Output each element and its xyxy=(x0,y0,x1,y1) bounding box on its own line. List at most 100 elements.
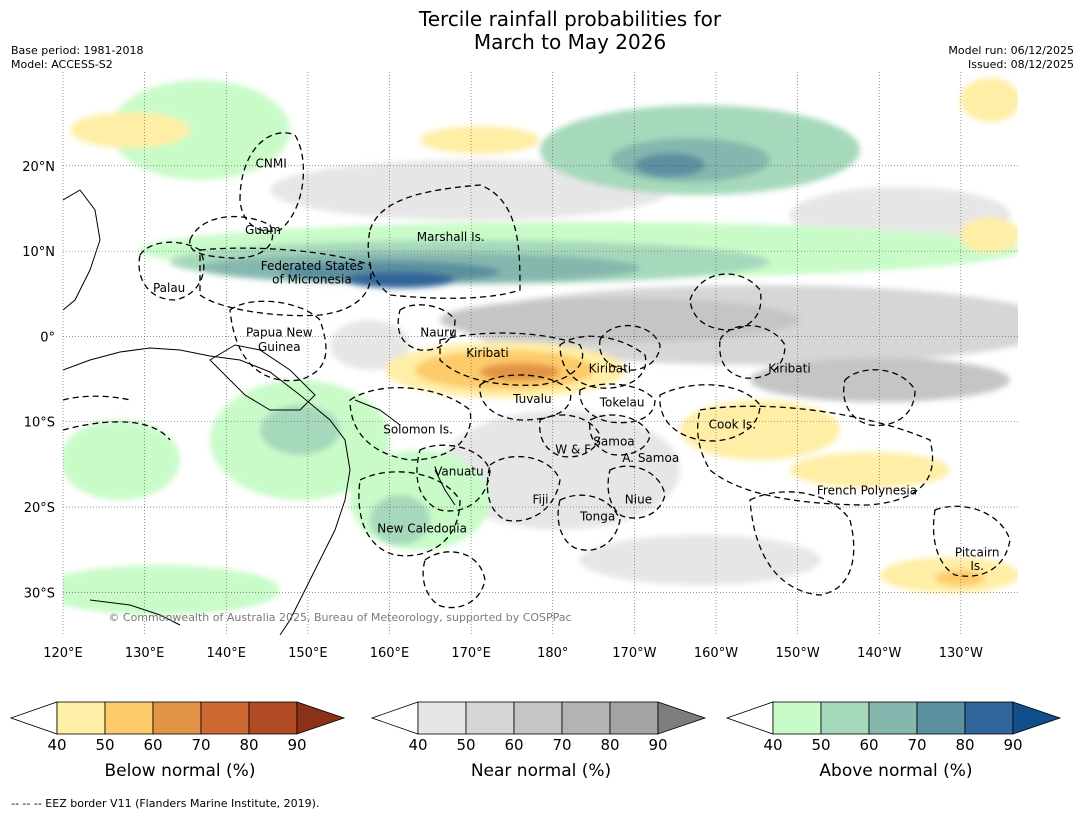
chart-title-line1: Tercile rainfall probabilities for xyxy=(418,7,722,31)
colorbar-above-normal: 40 50 60 70 80 90 xyxy=(725,700,1066,764)
map: 120°E 130°E 140°E 150°E 160°E 170°E 180° 170°W 1… xyxy=(22,72,1018,661)
lon-tick-label: 150°E xyxy=(288,646,328,661)
lat-tick-label: 20°S xyxy=(24,501,55,516)
colorbar-below-normal-svg: 40 50 60 70 80 90 xyxy=(9,701,346,754)
lon-tick-label: 170°W xyxy=(612,646,656,661)
base-period-text: Base period: 1981-2018 xyxy=(11,44,144,57)
lon-tick-label: 170°E xyxy=(451,646,491,661)
model-text: Model: ACCESS-S2 xyxy=(11,58,113,71)
region-label: of Micronesia xyxy=(272,273,352,287)
region-label: Palau xyxy=(153,281,185,295)
colorbar-tick-label: 50 xyxy=(456,736,475,754)
colorbar-over-triangle xyxy=(296,701,346,735)
colorbar-segment xyxy=(609,701,659,735)
lat-tick-label: 30°S xyxy=(24,586,55,601)
lat-tick-label: 10°N xyxy=(22,245,55,260)
colorbar-segment xyxy=(513,701,563,735)
region-label: Is. xyxy=(970,559,984,573)
colorbar-tick-label: 40 xyxy=(408,736,427,754)
colorbar-near-normal: 40 50 60 70 80 90 xyxy=(370,700,711,764)
region-label: Federated States xyxy=(261,259,363,273)
colorbar-segment xyxy=(56,701,106,735)
colorbar-under-triangle xyxy=(370,701,419,735)
colorbar-tick-label: 80 xyxy=(955,736,974,754)
issued-text: Issued: 08/12/2025 xyxy=(967,58,1074,71)
colorbar-segment xyxy=(465,701,515,735)
region-label: Kiribati xyxy=(589,361,631,375)
region-label: Nauru xyxy=(420,325,456,339)
colorbar-above-normal-svg: 40 50 60 70 80 90 xyxy=(725,701,1062,754)
region-label: Solomon Is. xyxy=(383,423,453,437)
coastlines xyxy=(63,189,456,635)
colorbar-over-triangle xyxy=(657,701,707,735)
colorbar-tick-label: 60 xyxy=(504,736,523,754)
region-label: Vanuatu xyxy=(434,464,484,478)
colorbar-tick-label: 50 xyxy=(811,736,830,754)
colorbar-segment xyxy=(916,701,966,735)
colorbar-tick-label: 40 xyxy=(47,736,66,754)
colorbar-segment xyxy=(868,701,918,735)
graticule xyxy=(62,72,1018,635)
axes: 120°E 130°E 140°E 150°E 160°E 170°E 180° 170°W 1… xyxy=(22,160,983,661)
colorbar-under-triangle xyxy=(725,701,774,735)
colorbar-segment xyxy=(152,701,202,735)
region-label: Guinea xyxy=(258,340,301,354)
region-label: Cook Is. xyxy=(709,418,756,432)
colorbar-tick-label: 90 xyxy=(648,736,667,754)
colorbar-over-triangle xyxy=(1012,701,1062,735)
colorbar-segment xyxy=(964,701,1014,735)
colorbar-segment xyxy=(772,701,822,735)
region-label: New Caledonia xyxy=(377,522,467,536)
region-label: Fiji xyxy=(532,493,548,507)
lat-tick-label: 20°N xyxy=(22,160,55,175)
colorbar-near-normal-title: Near normal (%) xyxy=(470,761,612,781)
colorbar-below-normal: 40 50 60 70 80 90 xyxy=(9,700,350,764)
lon-tick-label: 130°E xyxy=(125,646,165,661)
colorbar-tick-label: 60 xyxy=(143,736,162,754)
colorbar-tick-label: 40 xyxy=(763,736,782,754)
region-label: Niue xyxy=(625,493,652,507)
meta-left: Base period: 1981-2018 Model: ACCESS-S2 xyxy=(11,44,143,72)
colorbar-segment xyxy=(417,701,467,735)
colorbar-tick-label: 70 xyxy=(191,736,210,754)
colorbar-below-normal-title: Below normal (%) xyxy=(104,761,256,781)
colorbar-tick-label: 50 xyxy=(95,736,114,754)
lon-tick-label: 160°E xyxy=(370,646,410,661)
colorbar-above-normal-title: Above normal (%) xyxy=(819,761,973,781)
region-label: A. Samoa xyxy=(622,451,679,465)
region-label: Kiribati xyxy=(466,346,508,360)
region-label: Samoa xyxy=(593,435,634,449)
colorbar-tick-label: 70 xyxy=(552,736,571,754)
lon-tick-label: 180° xyxy=(537,646,568,661)
eez-borders xyxy=(63,132,1011,609)
probability-field xyxy=(63,72,1018,635)
lat-tick-label: 10°S xyxy=(24,416,55,431)
colorbar-near-normal-svg: 40 50 60 70 80 90 xyxy=(370,701,707,754)
region-label: CNMI xyxy=(256,157,287,171)
colorbar-tick-label: 90 xyxy=(287,736,306,754)
copyright-text: © Commonwealth of Australia 2025, Bureau… xyxy=(108,611,571,624)
region-label: Tuvalu xyxy=(512,392,552,406)
region-label: Marshall Is. xyxy=(417,230,485,244)
region-label: Guam xyxy=(245,223,281,237)
eez-footnote: -- -- -- EEZ border V11 (Flanders Marine… xyxy=(11,797,320,810)
region-label: W & F xyxy=(555,442,591,456)
lat-tick-label: 0° xyxy=(40,330,55,345)
colorbar-segment xyxy=(820,701,870,735)
colorbar-tick-label: 90 xyxy=(1003,736,1022,754)
lon-tick-label: 160°W xyxy=(694,646,738,661)
lon-tick-label: 130°W xyxy=(939,646,983,661)
region-label: Tokelau xyxy=(599,395,645,409)
colorbar-tick-label: 80 xyxy=(239,736,258,754)
region-label: Papua New xyxy=(246,325,313,339)
model-run-text: Model run: 06/12/2025 xyxy=(948,44,1074,57)
colorbar-segment xyxy=(248,701,298,735)
meta-right: Model run: 06/12/2025 Issued: 08/12/2025 xyxy=(948,44,1074,72)
lon-tick-label: 140°W xyxy=(857,646,901,661)
region-label: French Polynesia xyxy=(817,483,917,497)
chart-title-line2: March to May 2026 xyxy=(473,30,667,54)
colorbar-segment xyxy=(200,701,250,735)
lon-tick-label: 150°W xyxy=(776,646,820,661)
colorbar-tick-label: 80 xyxy=(600,736,619,754)
